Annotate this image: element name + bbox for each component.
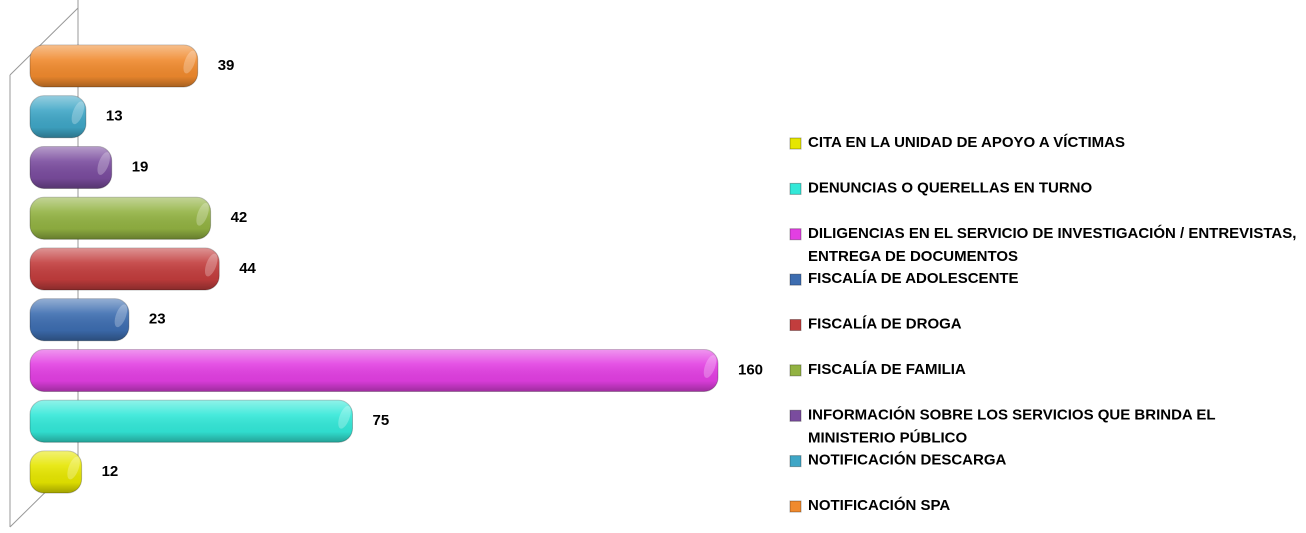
bar-shine [30, 197, 211, 240]
legend-swatch [789, 455, 802, 468]
bar-cap [338, 405, 351, 429]
bar-cap [97, 152, 110, 175]
value-label: 39 [218, 57, 235, 74]
value-label: 19 [132, 158, 149, 175]
bar-group [29, 247, 220, 291]
bar-group [29, 196, 212, 240]
legend-swatch [789, 137, 802, 150]
bar-shine [30, 45, 198, 87]
legend-line: DILIGENCIAS EN EL SERVICIO DE INVESTIGAC… [808, 224, 1296, 242]
legend-label: NOTIFICACIÓN SPA [808, 496, 950, 514]
bar-cap [67, 456, 80, 480]
legend-line: INFORMACIÓN SOBRE LOS SERVICIOS QUE BRIN… [808, 405, 1216, 423]
bar-cap [183, 50, 196, 74]
axis-wall [9, 0, 79, 528]
legend-label: FISCALÍA DE FAMILIA [808, 361, 966, 378]
bar-shine [30, 95, 86, 138]
bar-group [29, 44, 199, 88]
value-label: 12 [102, 463, 119, 480]
legend-swatch [789, 228, 802, 241]
value-label: 13 [106, 108, 123, 125]
bar-shine [30, 349, 718, 392]
bar-shine [30, 298, 129, 341]
legend-label: NOTIFICACIÓN DESCARGA [808, 451, 1007, 469]
legend-swatch [789, 500, 802, 513]
legend-label: INFORMACIÓN SOBRE LOS SERVICIOS QUE BRIN… [808, 405, 1216, 446]
legend-line: ENTREGA DE DOCUMENTOS [808, 248, 1018, 265]
value-label: 44 [239, 260, 256, 277]
legend-label: FISCALÍA DE DROGA [808, 315, 962, 332]
bar-shine [30, 146, 112, 189]
legend-label: FISCALÍA DE ADOLESCENTE [808, 270, 1019, 287]
bar-cap [114, 304, 128, 328]
legend-label: CITA EN LA UNIDAD DE APOYO A VÍCTIMAS [808, 134, 1125, 151]
legend-swatch [789, 364, 802, 377]
legend-label: DILIGENCIAS EN EL SERVICIO DE INVESTIGAC… [808, 224, 1296, 265]
value-label: 75 [373, 412, 390, 429]
legend-label: DENUNCIAS O QUERELLAS EN TURNO [808, 179, 1093, 196]
bar-group [29, 399, 353, 443]
bar-cap [204, 253, 218, 277]
bar-group [29, 146, 113, 189]
bar-group [29, 298, 130, 342]
value-label: 23 [149, 311, 166, 328]
legend-line: MINISTERIO PÚBLICO [808, 428, 968, 446]
bar-cap [71, 101, 85, 125]
bar-cap [703, 355, 717, 378]
bar-group [29, 349, 719, 392]
value-label: 160 [738, 361, 763, 378]
legend-swatch [789, 319, 802, 331]
bar-shine [30, 248, 220, 290]
bar-group [29, 95, 87, 139]
legend-swatch [789, 409, 802, 422]
bar-shine [30, 451, 82, 493]
legend-swatch [789, 182, 802, 195]
bar-cap [196, 202, 209, 226]
bar-group [29, 450, 83, 494]
legend-swatch [789, 273, 802, 286]
value-label: 42 [231, 209, 248, 226]
bar-shine [30, 400, 353, 443]
